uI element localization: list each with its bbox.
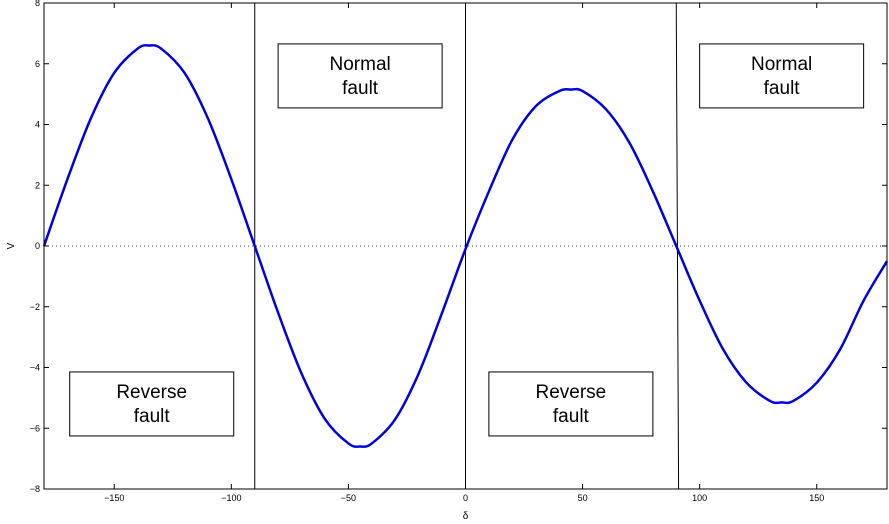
y-tick-label: 6 — [35, 59, 40, 69]
x-tick-label: 50 — [578, 493, 588, 503]
annotation-frame — [488, 371, 654, 437]
x-tick-label: −50 — [341, 493, 356, 503]
annotation-label-line1: Reverse — [116, 382, 187, 403]
annotation-label-line2: fault — [764, 78, 801, 99]
x-axis: −150 −100 −50 0 50 100 150 — [104, 3, 824, 503]
annotation-boxes: NormalfaultNormalfaultReversefaultRevers… — [69, 43, 865, 437]
annotation-box: Reverse fault — [488, 371, 654, 437]
series-line — [42, 44, 889, 448]
y-tick-label: 4 — [35, 120, 40, 130]
x-tick-label: 100 — [692, 493, 707, 503]
x-tick-label: −150 — [104, 493, 124, 503]
y-tick-label: −8 — [30, 484, 40, 494]
annotation-box: Normal fault — [277, 43, 443, 109]
annotation-label-line2: fault — [553, 406, 590, 427]
x-tick-label: −100 — [221, 493, 241, 503]
annotation-label-line2: fault — [134, 406, 171, 427]
annotation-frame — [69, 371, 235, 437]
y-tick-label: 2 — [35, 180, 40, 190]
y-axis-label: V — [6, 242, 17, 249]
y-tick-label: −6 — [30, 423, 40, 433]
annotation-frame — [277, 43, 443, 109]
annotation-label-line2: fault — [342, 78, 379, 99]
y-axis: −8 −6 −4 −2 0 2 4 6 8 — [30, 0, 887, 494]
annotation-label-line1: Normal — [751, 54, 812, 75]
x-tick-label: 150 — [809, 493, 824, 503]
annotation-label-line1: Reverse — [536, 382, 607, 403]
annotation-box: Reverse fault — [69, 371, 235, 437]
annotation-frame — [699, 43, 865, 109]
x-axis-label: δ — [463, 511, 469, 522]
y-tick-label: 8 — [35, 0, 40, 8]
y-tick-label: −4 — [30, 363, 40, 373]
y-tick-label: −2 — [30, 302, 40, 312]
annotation-box: Normal fault — [699, 43, 865, 109]
x-tick-label: 0 — [463, 493, 468, 503]
annotation-label-line1: Normal — [330, 54, 391, 75]
y-tick-label: 0 — [35, 241, 40, 251]
